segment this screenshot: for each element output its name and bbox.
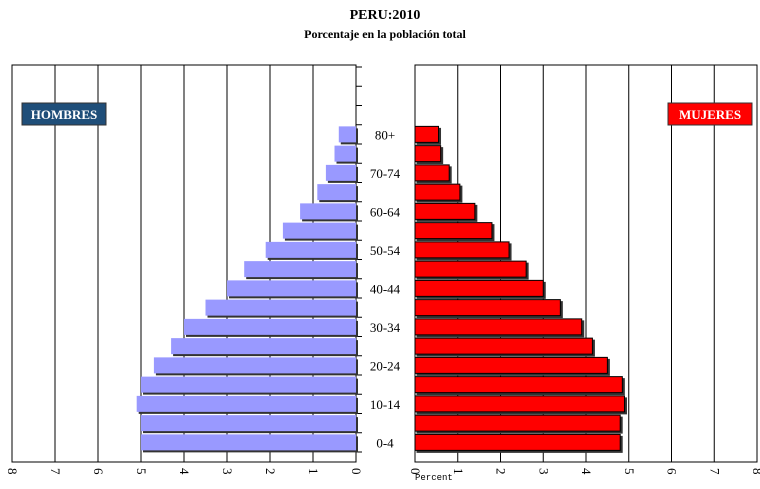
bar	[414, 433, 621, 451]
bar	[414, 356, 608, 374]
x-tick-label: 2	[263, 468, 278, 475]
bar	[414, 183, 461, 201]
bar	[141, 434, 356, 451]
x-tick-label: 5	[134, 468, 149, 475]
bar	[414, 222, 493, 240]
bar	[414, 145, 442, 163]
bar	[334, 145, 356, 162]
bar	[325, 164, 356, 181]
category-label: 60-64	[370, 204, 401, 219]
legend-label: MUJERES	[679, 107, 741, 122]
bar	[414, 414, 621, 432]
x-tick-label: 3	[220, 468, 235, 475]
bar	[282, 222, 356, 239]
bar	[414, 125, 440, 143]
x-tick-label: 4	[579, 468, 594, 475]
x-tick-label: 7	[707, 468, 722, 475]
bar	[414, 318, 583, 336]
category-label: 50-54	[370, 243, 401, 258]
category-label: 10-14	[370, 397, 401, 412]
category-label: 20-24	[370, 358, 401, 373]
chart-title: PERU:2010	[350, 8, 421, 23]
bar	[300, 203, 356, 220]
bar	[414, 260, 527, 278]
category-label: 40-44	[370, 281, 401, 296]
x-tick-label: 0	[349, 468, 364, 475]
x-axis-label: Percent	[415, 473, 453, 483]
bar	[141, 415, 356, 432]
legend-label: HOMBRES	[31, 107, 97, 122]
x-tick-label: 5	[622, 468, 637, 475]
bar	[414, 202, 476, 220]
bar	[414, 279, 544, 297]
bar	[265, 241, 356, 258]
category-label: 30-34	[370, 320, 401, 335]
x-tick-label: 2	[494, 468, 509, 475]
category-label: 80+	[375, 127, 395, 142]
bar	[227, 280, 356, 297]
bar	[317, 184, 356, 201]
bar	[184, 318, 356, 335]
x-tick-label: 6	[91, 468, 106, 475]
x-tick-label: 6	[665, 468, 680, 475]
category-label: 0-4	[376, 435, 394, 450]
bar	[171, 338, 356, 355]
legend-box	[21, 102, 107, 126]
bar	[414, 241, 510, 259]
x-tick-label: 4	[177, 468, 192, 475]
bar	[414, 376, 623, 394]
category-label: 70-74	[370, 166, 401, 181]
bar	[414, 395, 625, 413]
bar	[414, 164, 450, 182]
bar	[153, 357, 356, 374]
bar	[136, 395, 356, 412]
bar	[141, 376, 356, 393]
x-tick-label: 3	[536, 468, 551, 475]
bar	[414, 299, 561, 317]
x-tick-label: 8	[5, 468, 20, 475]
x-tick-label: 0	[408, 468, 423, 475]
bar	[338, 126, 356, 143]
legend-box	[667, 102, 753, 126]
bar	[205, 299, 356, 316]
x-tick-label: 7	[48, 468, 63, 475]
bar	[244, 261, 356, 278]
x-tick-label: 1	[451, 468, 466, 475]
chart-subtitle: Porcentaje en la población total	[304, 27, 466, 41]
x-tick-label: 1	[306, 468, 321, 475]
x-tick-label: 8	[750, 468, 760, 475]
bar	[414, 337, 593, 355]
